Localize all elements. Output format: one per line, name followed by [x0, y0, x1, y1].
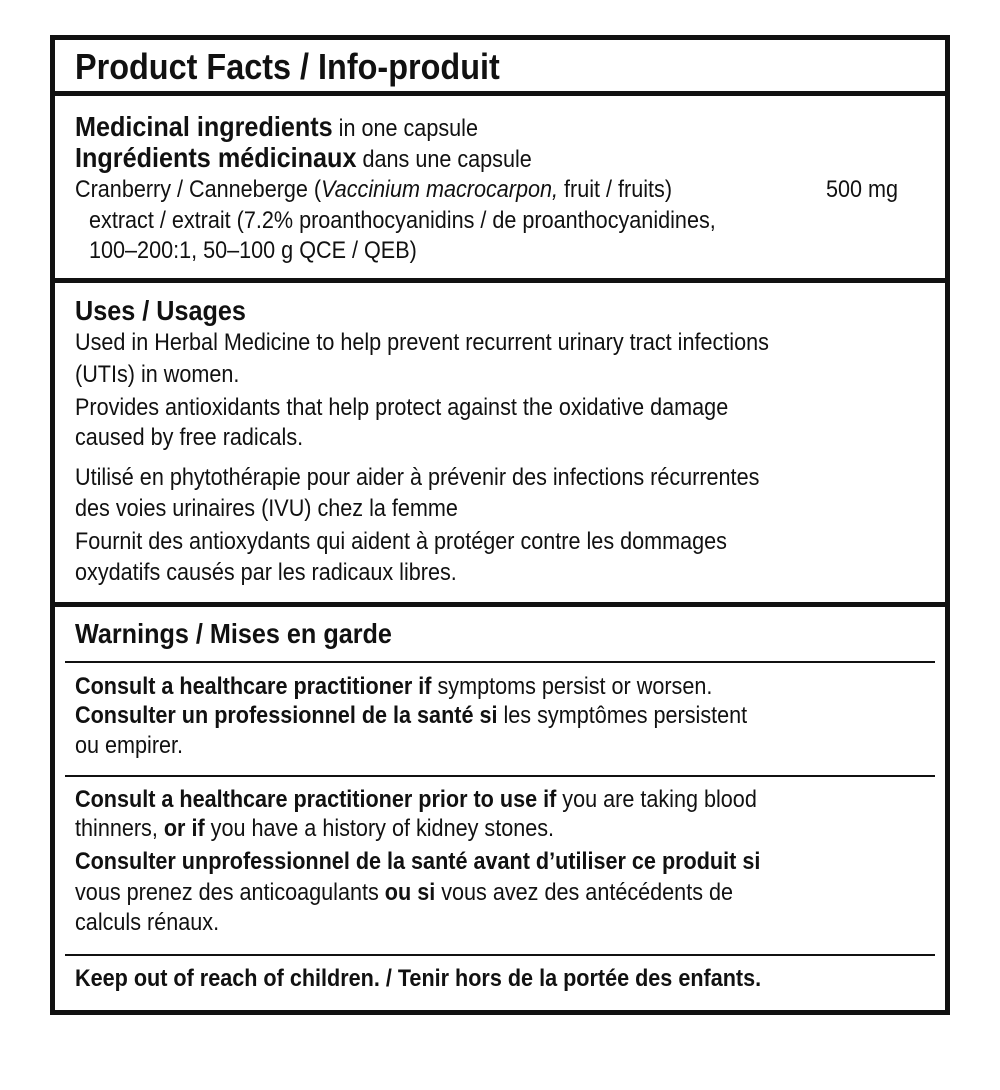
text: caused by free radicals. [75, 424, 304, 451]
text: dans une capsule [356, 146, 532, 173]
bold-text: Consult a healthcare practitioner prior … [75, 786, 557, 813]
latin-name: Vaccinium macrocarpon, [321, 176, 559, 203]
line: Consult a healthcare practitioner prior … [75, 785, 757, 815]
line: Consulter un professionnel de la santé s… [75, 701, 747, 731]
text: vous prenez des anticoagulants [75, 879, 385, 906]
line: Medicinal ingredients in one capsule [75, 112, 478, 144]
text: Utilisé en phytothérapie pour aider à pr… [75, 464, 760, 491]
keep-out: Keep out of reach of children. / Tenir h… [75, 965, 762, 992]
text: fruit / fruits) [558, 176, 673, 203]
text: calculs rénaux. [75, 909, 220, 936]
divider [50, 91, 950, 96]
line: thinners, or if you have a history of ki… [75, 814, 554, 844]
bold-text: or if [163, 815, 205, 842]
text: Cranberry / Canneberge ( [75, 176, 322, 203]
text: oxydatifs causés par les radicaux libres… [75, 559, 457, 586]
text: ou empirer. [75, 732, 184, 759]
heading: Medicinal ingredients [75, 111, 333, 142]
text: les symptômes persistent [497, 702, 748, 729]
divider [65, 954, 935, 956]
text: vous avez des antécédents de [435, 879, 734, 906]
divider [65, 775, 935, 777]
heading: Ingrédients médicinaux [75, 142, 357, 173]
text: symptoms persist or worsen. [431, 673, 713, 700]
text: Provides antioxidants that help protect … [75, 394, 729, 421]
text: des voies urinaires (IVU) chez la femme [75, 495, 458, 522]
text: (UTIs) in women. [75, 361, 240, 388]
text: you have a history of kidney stones. [204, 815, 555, 842]
divider [50, 602, 950, 607]
title: Product Facts / Info-produit [75, 46, 500, 87]
text: you are taking blood [556, 786, 757, 813]
text: Fournit des antioxydants qui aident à pr… [75, 528, 727, 555]
bold-text: Consult a healthcare practitioner if [75, 673, 432, 700]
text: 100–200:1, 50–100 g QCE / QEB) [89, 237, 417, 264]
line: Ingrédients médicinaux dans une capsule [75, 143, 532, 175]
heading: Warnings / Mises en garde [75, 618, 392, 649]
label-border [50, 35, 950, 1015]
bold-text: Consulter unprofessionnel de la santé av… [75, 848, 761, 875]
divider [65, 661, 935, 663]
divider [50, 278, 950, 283]
line: Consult a healthcare practitioner if sym… [75, 672, 712, 702]
text: extract / extrait (7.2% proanthocyanidin… [89, 207, 716, 234]
line: Cranberry / Canneberge (Vaccinium macroc… [75, 175, 672, 205]
amount: 500 mg [826, 176, 899, 203]
bold-text: ou si [384, 879, 436, 906]
heading: Uses / Usages [75, 295, 246, 326]
text: in one capsule [332, 115, 478, 142]
line: vous prenez des anticoagulants ou si vou… [75, 878, 733, 908]
text: Used in Herbal Medicine to help prevent … [75, 329, 769, 356]
bold-text: Consulter un professionnel de la santé s… [75, 702, 498, 729]
text: thinners, [75, 815, 164, 842]
